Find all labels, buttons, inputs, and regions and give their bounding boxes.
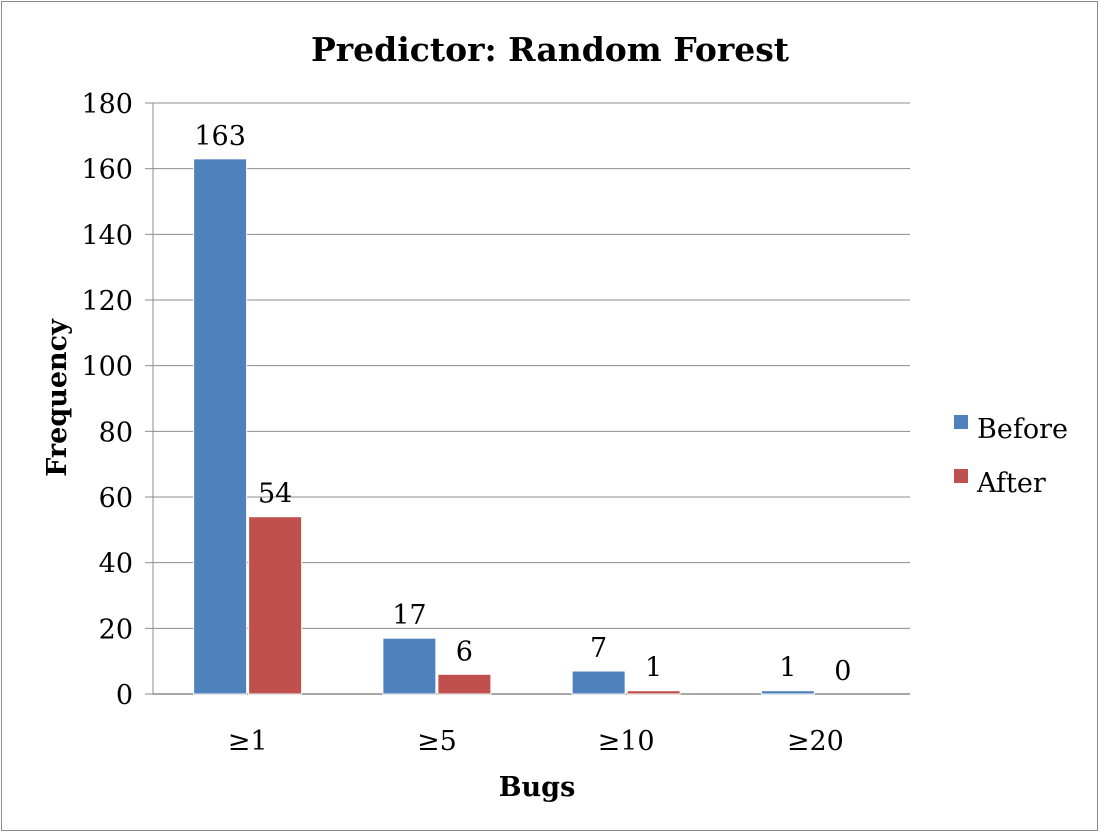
- legend-label-after: After: [976, 468, 1046, 499]
- legend-swatch-after: [954, 469, 968, 483]
- x-tick-label: ≥10: [598, 726, 655, 757]
- bar-before-3: [760, 690, 815, 695]
- y-axis-ticks: 0 20 40 60 80 100 120 140 160 180: [81, 89, 133, 711]
- legend-label-before: Before: [977, 414, 1068, 445]
- y-tick-label: 20: [99, 614, 133, 645]
- data-label-after-1: 6: [456, 636, 473, 667]
- x-axis-ticks: ≥1 ≥5 ≥10 ≥20: [228, 726, 844, 757]
- y-tick-label: 100: [81, 352, 133, 383]
- legend: Before After: [954, 414, 1068, 499]
- x-tick-label: ≥1: [228, 726, 268, 757]
- x-axis-title: Bugs: [499, 772, 576, 803]
- data-label-after-3: 0: [834, 656, 851, 687]
- y-tick-label: 120: [81, 286, 133, 317]
- x-tick-label: ≥20: [787, 726, 844, 757]
- bar-before-0: [193, 158, 248, 695]
- data-label-before-3: 1: [779, 653, 796, 684]
- bar-before-2: [571, 670, 626, 695]
- bar-before-1: [382, 637, 437, 695]
- y-tick-label: 0: [116, 680, 133, 711]
- y-tick-label: 60: [99, 483, 133, 514]
- data-labels: 163 54 17 6 7 1 1 0: [194, 121, 851, 687]
- data-label-before-2: 7: [590, 633, 607, 664]
- bar-after-1: [437, 673, 492, 695]
- data-label-before-1: 17: [392, 600, 426, 631]
- data-label-after-2: 1: [645, 653, 662, 684]
- bar-after-2: [626, 690, 681, 695]
- data-label-before-0: 163: [194, 121, 246, 152]
- chart-title: Predictor: Random Forest: [311, 30, 790, 69]
- bar-after-0: [248, 516, 303, 695]
- x-tick-label: ≥5: [417, 726, 457, 757]
- y-axis-title: Frequency: [42, 318, 73, 477]
- y-tick-label: 140: [81, 220, 133, 251]
- y-tick-label: 180: [81, 89, 133, 120]
- y-tick-label: 160: [81, 155, 133, 186]
- bars: [193, 158, 815, 695]
- y-tick-label: 40: [99, 549, 133, 580]
- y-tick-label: 80: [99, 417, 133, 448]
- data-label-after-0: 54: [258, 479, 292, 510]
- legend-swatch-before: [954, 415, 968, 429]
